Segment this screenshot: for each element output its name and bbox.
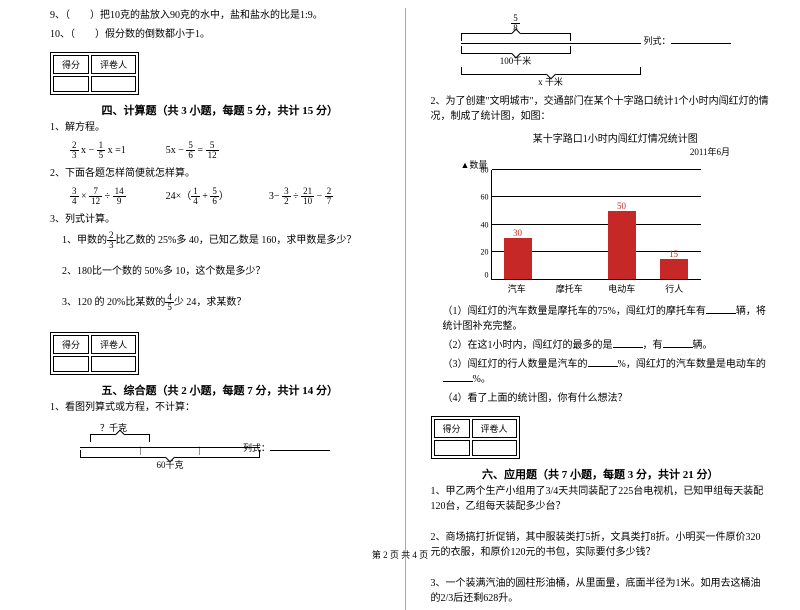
chart-subtitle: 2011年6月 (461, 145, 731, 158)
grader-label: 评卷人 (91, 55, 136, 74)
section-4-title: 四、计算题（共 3 小题，每题 5 分，共计 15 分） (50, 102, 390, 118)
s4-q2: 2、下面各题怎样简便就怎样算。 (50, 166, 390, 181)
s4-q1: 1、解方程。 (50, 120, 390, 135)
diagram-2: 58 100千米 x 千米 列式： (461, 14, 641, 88)
bar-ebike: 50 (608, 211, 636, 279)
s4-q3-2: 2、180比一个数的 50%多 10，这个数是多少？ (50, 264, 390, 279)
score-box: 得分评卷人 (50, 332, 139, 375)
bar-chart: 某十字路口1小时内闯红灯情况统计图 2011年6月 ▲数量 20 40 60 8… (461, 130, 771, 298)
section-5-title: 五、综合题（共 2 小题，每题 7 分，共计 14 分） (50, 382, 390, 398)
score-label: 得分 (53, 55, 89, 74)
s5-2-2: （2）在这1小时内，闯红灯的最多的是，有辆。 (431, 338, 771, 353)
expr: 34 × 712 ÷ 149 (70, 187, 126, 206)
question-9: 9、（ ）把10克的盐放入90克的水中，盐和盐水的比是1:9。 (50, 8, 390, 23)
bar-ped: 15 (660, 259, 688, 279)
right-column: 58 100千米 x 千米 列式： 2、为了创建"文明城市"，交通部门在某个十字… (426, 8, 771, 610)
s5-2-1: （1）闯红灯的汽车数量是摩托车的75%，闯红灯的摩托车有辆，将统计图补充完整。 (431, 304, 771, 334)
s6-q3: 3、一个装满汽油的圆柱形油桶，从里面量，底面半径为1米。如用去这桶油的2/3后还… (431, 576, 771, 606)
diag1-side: 列式： (243, 441, 330, 454)
section-6-title: 六、应用题（共 7 小题，每题 3 分，共计 21 分） (431, 466, 771, 482)
page-container: 9、（ ）把10克的盐放入90克的水中，盐和盐水的比是1:9。 10、（ ）假分… (0, 0, 800, 610)
bar-car: 30 (504, 238, 532, 279)
equation-row-2: 34 × 712 ÷ 149 24×（14 + 56） 3− 32 ÷ 2110… (50, 187, 390, 206)
chart-xlabels: 汽车 摩托车 电动车 行人 (491, 282, 701, 295)
expr: 23 x − 15 x =1 (70, 141, 126, 160)
expr: 5x − 56 = 512 (166, 141, 219, 160)
diag2-side: 列式： (643, 34, 730, 47)
score-box: 得分评卷人 (50, 52, 139, 95)
s5-2-3: （3）闯红灯的行人数量是汽车的%，闯红灯的汽车数量是电动车的%。 (431, 357, 771, 387)
score-box: 得分评卷人 (431, 416, 520, 459)
expr: 24×（14 + 56） (166, 187, 229, 206)
s5-q2: 2、为了创建"文明城市"，交通部门在某个十字路口统计1个小时内闯红灯的情况，制成… (431, 94, 771, 124)
expr: 3− 32 ÷ 2110 − 27 (269, 187, 333, 206)
diagram-1: ？千克 | | 60千克 列式： (80, 421, 260, 471)
left-column: 9、（ ）把10克的盐放入90克的水中，盐和盐水的比是1:9。 10、（ ）假分… (50, 8, 406, 610)
s4-q3-3: 3、120 的 20%比某数的45少 24，求某数？ (50, 293, 390, 312)
s5-2-4: （4）看了上面的统计图，你有什么想法？ (431, 391, 771, 406)
chart-plot: 20 40 60 80 0 30 50 15 (491, 170, 701, 280)
s4-q3: 3、列式计算。 (50, 212, 390, 227)
question-10: 10、（ ）假分数的倒数都小于1。 (50, 27, 390, 42)
diag1-top: ？千克 (80, 421, 260, 434)
s4-q3-1: 1、甲数的23比乙数的 25%多 40，已知乙数是 160，求甲数是多少？ (50, 231, 390, 250)
s6-q1: 1、甲乙两个生产小组用了3/4天共同装配了225台电视机，已知甲组每天装配120… (431, 484, 771, 514)
page-footer: 第 2 页 共 4 页 (0, 548, 800, 561)
equation-row-1: 23 x − 15 x =1 5x − 56 = 512 (50, 141, 390, 160)
chart-title: 某十字路口1小时内闯红灯情况统计图 (461, 130, 771, 145)
s5-q1: 1、看图列算式或方程，不计算： (50, 400, 390, 415)
